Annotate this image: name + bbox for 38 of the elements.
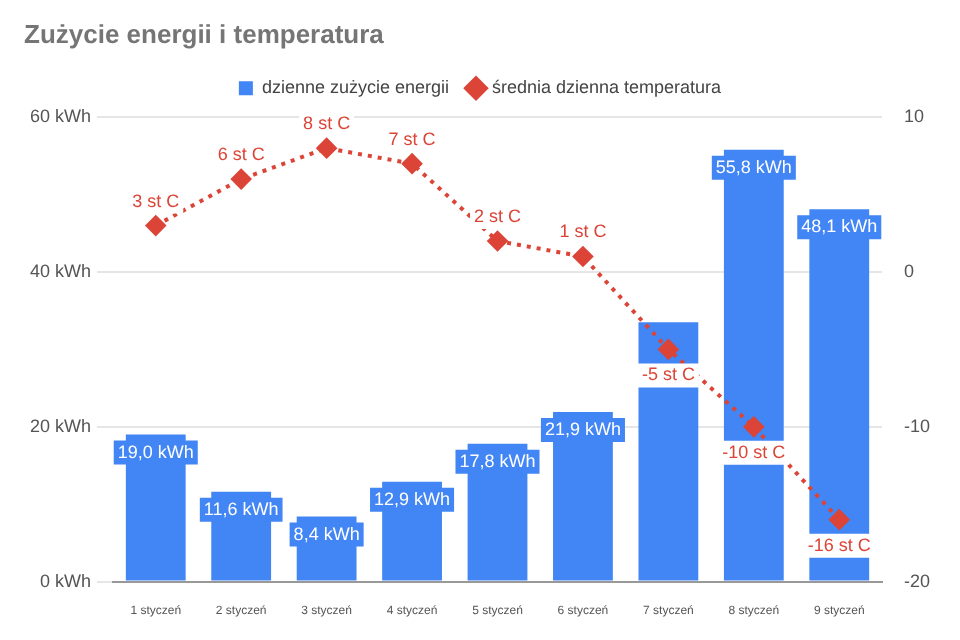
point bbox=[145, 215, 166, 236]
data-label: 8 st C bbox=[303, 113, 352, 134]
data-label: 19,0 kWh bbox=[117, 441, 194, 462]
point bbox=[829, 509, 850, 530]
data-label: 11,6 kWh bbox=[203, 498, 279, 519]
data-label: 2 st C bbox=[473, 206, 522, 227]
y-tick-label: 60 kWh bbox=[29, 106, 92, 127]
legend-label: dzienne zużycie energii bbox=[261, 77, 449, 98]
data-label: -16 st C bbox=[807, 534, 872, 555]
point bbox=[572, 246, 593, 267]
data-label: 3 st C bbox=[132, 190, 181, 211]
y2-tick-label: -10 bbox=[903, 415, 931, 436]
bar bbox=[638, 322, 699, 581]
y2-tick-label: -20 bbox=[903, 570, 931, 591]
chart-title: Zużycie energii i temperatura bbox=[24, 18, 386, 49]
point bbox=[487, 231, 508, 252]
point bbox=[658, 339, 679, 360]
point bbox=[231, 169, 252, 190]
data-label: 55,8 kWh bbox=[715, 156, 792, 177]
data-label: 1 st C bbox=[559, 221, 608, 242]
data-label: -5 st C bbox=[641, 364, 696, 385]
y2-tick-label: 10 bbox=[903, 106, 925, 127]
data-label: 6 st C bbox=[217, 144, 266, 165]
data-label: 7 st C bbox=[388, 128, 437, 149]
data-label: 12,9 kWh bbox=[374, 488, 451, 509]
point bbox=[402, 153, 423, 174]
data-label: -10 st C bbox=[722, 441, 787, 462]
y2-tick-label: 0 bbox=[903, 260, 915, 281]
data-label: 17,8 kWh bbox=[459, 450, 536, 471]
legend-label: średnia dzienna temperatura bbox=[491, 77, 722, 98]
y-tick-label: 20 kWh bbox=[29, 415, 92, 436]
point bbox=[743, 416, 764, 437]
y-tick-label: 0 kWh bbox=[39, 570, 92, 591]
y-tick-label: 40 kWh bbox=[29, 260, 92, 281]
data-label: 48,1 kWh bbox=[801, 216, 878, 237]
point bbox=[316, 138, 337, 159]
data-label: 21,9 kWh bbox=[544, 419, 621, 440]
data-label: 8,4 kWh bbox=[293, 523, 360, 544]
